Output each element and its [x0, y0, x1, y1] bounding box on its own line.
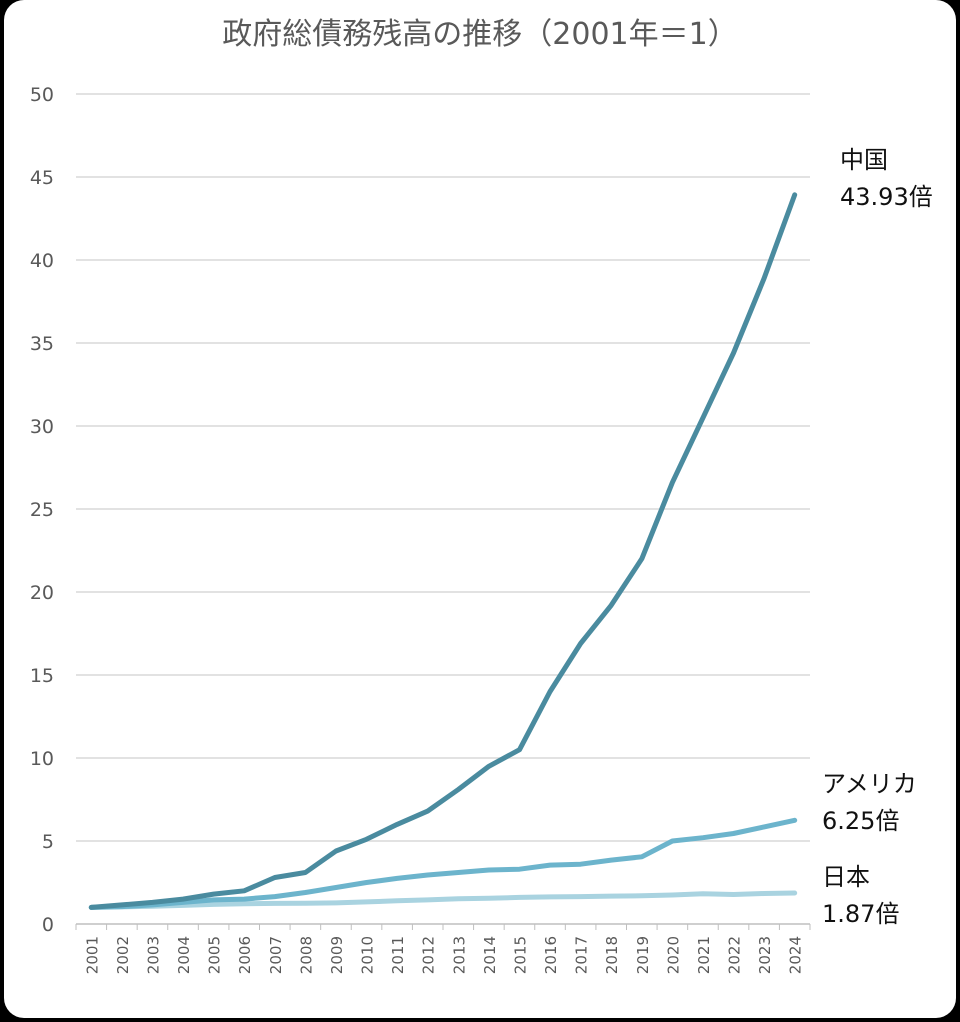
x-tick-label: 2003	[144, 936, 162, 974]
y-axis: 0 5 10 15 20 25 30 35 40 45 50	[30, 84, 54, 936]
x-tick-label: 2013	[450, 936, 468, 974]
line-chart: 政府総債務残高の推移（2001年＝1） 0 5 10 15 20 25 30 35 40 45 50…	[30, 17, 933, 974]
series-line	[88, 817, 798, 910]
series-end-label-value: 1.87倍	[822, 900, 899, 928]
x-tick-label: 2010	[359, 936, 377, 974]
x-tick-label: 2009	[328, 936, 346, 974]
series-end-label-name: アメリカ	[822, 770, 917, 798]
y-tick-label: 30	[30, 416, 54, 438]
gridlines	[76, 93, 810, 925]
x-tick-label: 2012	[420, 936, 438, 974]
x-tick-label: 2005	[206, 936, 224, 974]
y-tick-label: 5	[42, 831, 54, 853]
x-tick-label: 2002	[114, 936, 132, 974]
x-tick-label: 2022	[726, 936, 744, 974]
y-tick-label: 10	[30, 748, 54, 770]
series-end-label-value: 6.25倍	[822, 807, 899, 835]
series-line	[88, 890, 798, 910]
x-tick-label: 2023	[756, 936, 774, 974]
x-tick-label: 2021	[695, 936, 713, 974]
x-tick-label: 2024	[787, 936, 805, 974]
y-tick-label: 20	[30, 582, 54, 604]
y-tick-label: 45	[30, 167, 54, 189]
y-tick-label: 0	[42, 914, 54, 936]
x-tick-label: 2007	[267, 936, 285, 974]
chart-title: 政府総債務残高の推移（2001年＝1）	[222, 17, 737, 52]
x-tick-label: 2008	[297, 936, 315, 974]
x-tick-label: 2015	[511, 936, 529, 974]
x-tick-label: 2018	[603, 936, 621, 974]
x-tick-label: 2004	[175, 936, 193, 974]
x-tick-label: 2011	[389, 936, 407, 974]
y-tick-label: 35	[30, 333, 54, 355]
x-tick-label: 2001	[83, 936, 101, 974]
y-tick-label: 25	[30, 499, 54, 521]
series-end-label-name: 中国	[840, 146, 888, 174]
series-end-label-value: 43.93倍	[840, 183, 933, 211]
x-tick-label: 2014	[481, 936, 499, 974]
series-line	[88, 192, 798, 910]
x-tick-label: 2020	[664, 936, 682, 974]
y-tick-label: 15	[30, 665, 54, 687]
chart-card: 政府総債務残高の推移（2001年＝1） 0 5 10 15 20 25 30 35 40 45 50…	[4, 0, 956, 1018]
x-axis: 2001 2002 2003 2004 2005 2006 2007 2008 2009 2010…	[75, 924, 811, 974]
series-lines	[88, 192, 798, 910]
x-tick-label: 2006	[236, 936, 254, 974]
y-tick-label: 50	[30, 84, 54, 106]
y-tick-label: 40	[30, 250, 54, 272]
x-tick-label: 2019	[634, 936, 652, 974]
series-end-label-name: 日本	[822, 863, 870, 891]
x-tick-label: 2016	[542, 936, 560, 974]
x-tick-label: 2017	[573, 936, 591, 974]
